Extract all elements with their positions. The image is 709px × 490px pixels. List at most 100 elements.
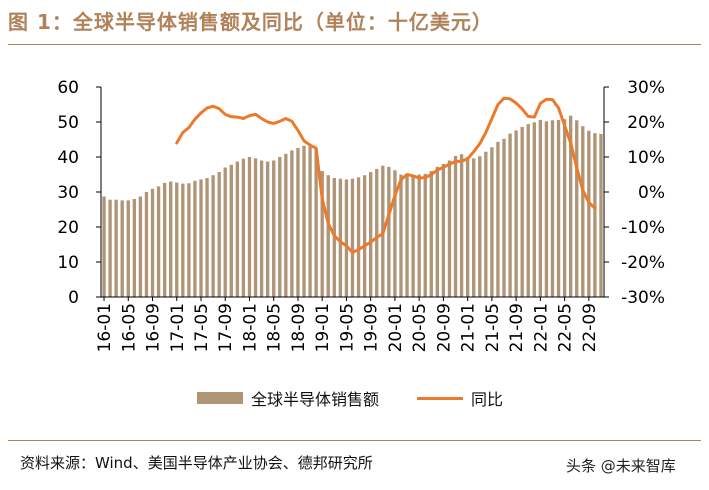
x-tick-label-16-05: 16-05 <box>119 303 139 352</box>
bar-16-10 <box>156 186 161 297</box>
x-tick-label-22-09: 22-09 <box>580 303 600 352</box>
source-note: 资料来源：Wind、美国半导体产业协会、德邦研究所 <box>20 454 373 472</box>
bar-16-12 <box>169 181 173 297</box>
bar-18-01 <box>247 157 252 297</box>
bar-21-04 <box>484 151 488 297</box>
bar-16-05 <box>126 200 130 297</box>
x-tick-label-20-01: 20-01 <box>386 303 406 352</box>
bar-21-05 <box>490 147 494 297</box>
x-tick-label-18-09: 18-09 <box>289 303 309 352</box>
bar-16-08 <box>144 192 149 297</box>
bar-17-04 <box>193 180 197 297</box>
x-tick-label-19-05: 19-05 <box>337 303 357 352</box>
bar-16-11 <box>162 182 167 297</box>
bar-18-05 <box>272 160 276 297</box>
bar-22-08 <box>581 126 585 297</box>
bar-22-11 <box>599 133 603 297</box>
bar-18-07 <box>284 153 288 297</box>
bar-19-01 <box>320 171 324 297</box>
chart-area: 0 10 20 30 40 50 60 -30% -20% -10% 0% 10% 20% 30% 16-0… <box>57 78 665 352</box>
bar-17-09 <box>223 167 227 297</box>
chart-title: 图 1：全球半导体销售额及同比（单位：十亿美元） <box>8 10 493 34</box>
bar-22-02 <box>544 121 549 297</box>
bar-18-03 <box>259 160 264 297</box>
bar-20-08 <box>435 166 440 297</box>
x-tick-label-20-09: 20-09 <box>434 303 454 352</box>
bar-22-05 <box>562 119 567 297</box>
bar-19-04 <box>338 178 343 297</box>
bar-17-12 <box>241 158 246 297</box>
bar-20-12 <box>459 154 464 297</box>
bar-17-10 <box>229 164 233 297</box>
bar-21-02 <box>472 158 476 297</box>
y-right-tick-label: -30% <box>621 288 665 308</box>
bar-19-12 <box>387 166 391 297</box>
bar-19-07 <box>356 177 361 297</box>
y-right-tick-label: -10% <box>621 218 665 238</box>
y-right-tick-label: 20% <box>627 113 665 133</box>
x-tick-label-17-05: 17-05 <box>192 303 212 352</box>
bar-21-09 <box>514 130 518 297</box>
bar-21-10 <box>520 126 524 298</box>
y-left-tick-label: 40 <box>57 148 79 168</box>
bar-16-04 <box>120 200 124 297</box>
x-tick-label-21-01: 21-01 <box>459 303 479 352</box>
legend-swatch-line <box>417 396 464 400</box>
y-left-tick-label: 20 <box>57 218 79 238</box>
bar-22-03 <box>550 120 555 297</box>
bar-20-02 <box>399 174 403 297</box>
bar-17-07 <box>211 175 215 297</box>
bar-19-02 <box>326 175 330 297</box>
bar-22-07 <box>575 120 579 297</box>
legend-swatch-bar <box>197 392 243 404</box>
bar-17-05 <box>199 179 203 297</box>
bar-21-11 <box>526 124 530 297</box>
bar-22-06 <box>569 115 573 297</box>
bar-17-03 <box>187 183 191 297</box>
x-tick-label-18-05: 18-05 <box>265 303 285 352</box>
bar-20-01 <box>393 170 397 297</box>
x-tick-label-21-05: 21-05 <box>483 303 503 352</box>
bar-18-12 <box>314 148 318 297</box>
bar-17-06 <box>205 178 209 297</box>
bar-21-01 <box>465 157 470 297</box>
bar-18-08 <box>290 150 294 297</box>
y-right-tick-label: -20% <box>621 253 665 273</box>
x-tick-label-16-01: 16-01 <box>95 303 115 352</box>
bar-17-02 <box>181 183 185 297</box>
x-tick-label-19-09: 19-09 <box>362 303 382 352</box>
watermark: 头条 @未来智库 <box>566 457 676 475</box>
bar-18-06 <box>278 157 282 297</box>
y-right-tick-label: 0% <box>638 183 665 203</box>
bar-20-03 <box>405 175 409 297</box>
bar-20-11 <box>453 155 458 297</box>
y-left-tick-label: 0 <box>68 288 79 308</box>
bar-20-06 <box>423 173 427 297</box>
bar-16-07 <box>138 196 143 297</box>
x-tick-label-17-01: 17-01 <box>168 303 188 352</box>
bar-19-08 <box>362 175 367 297</box>
bar-21-03 <box>478 156 482 297</box>
bar-16-02 <box>108 199 112 297</box>
x-tick-label-21-09: 21-09 <box>507 303 527 352</box>
bar-20-10 <box>447 160 452 297</box>
bar-18-10 <box>302 145 306 297</box>
x-tick-label-18-01: 18-01 <box>240 303 260 352</box>
y-left-tick-label: 10 <box>57 253 79 273</box>
x-tick-label-17-09: 17-09 <box>216 303 236 352</box>
bar-18-11 <box>308 146 312 297</box>
bar-16-01 <box>102 196 106 297</box>
bar-20-09 <box>441 164 446 297</box>
bar-16-06 <box>132 199 136 297</box>
footer-divider <box>8 440 701 441</box>
y-left-tick-label: 50 <box>57 113 79 133</box>
bar-20-07 <box>429 171 433 297</box>
bar-16-09 <box>150 188 155 297</box>
legend: 全球半导体销售额 同比 <box>197 387 503 409</box>
bar-22-01 <box>538 119 543 298</box>
bar-17-08 <box>217 172 221 297</box>
bar-17-11 <box>235 161 240 297</box>
x-tick-label-22-01: 22-01 <box>531 303 551 352</box>
legend-label-line: 同比 <box>471 390 504 409</box>
bar-22-09 <box>587 130 591 297</box>
